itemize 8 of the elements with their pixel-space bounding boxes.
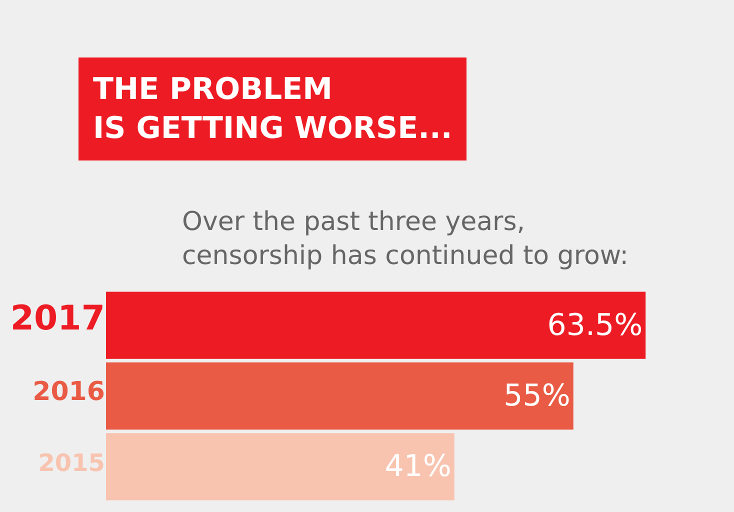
chart-title: THE PROBLEM IS GETTING WORSE... (93, 72, 452, 146)
y-tick-label: 2016 (32, 377, 105, 408)
y-tick-label: 2017 (10, 298, 105, 339)
chart-subtitle: Over the past three years, censorship has continued to grow: (182, 207, 628, 271)
y-tick-label: 2015 (38, 448, 105, 477)
data-label: 41% (384, 449, 452, 484)
data-label: 63.5% (547, 308, 643, 343)
data-label: 55% (504, 378, 570, 414)
